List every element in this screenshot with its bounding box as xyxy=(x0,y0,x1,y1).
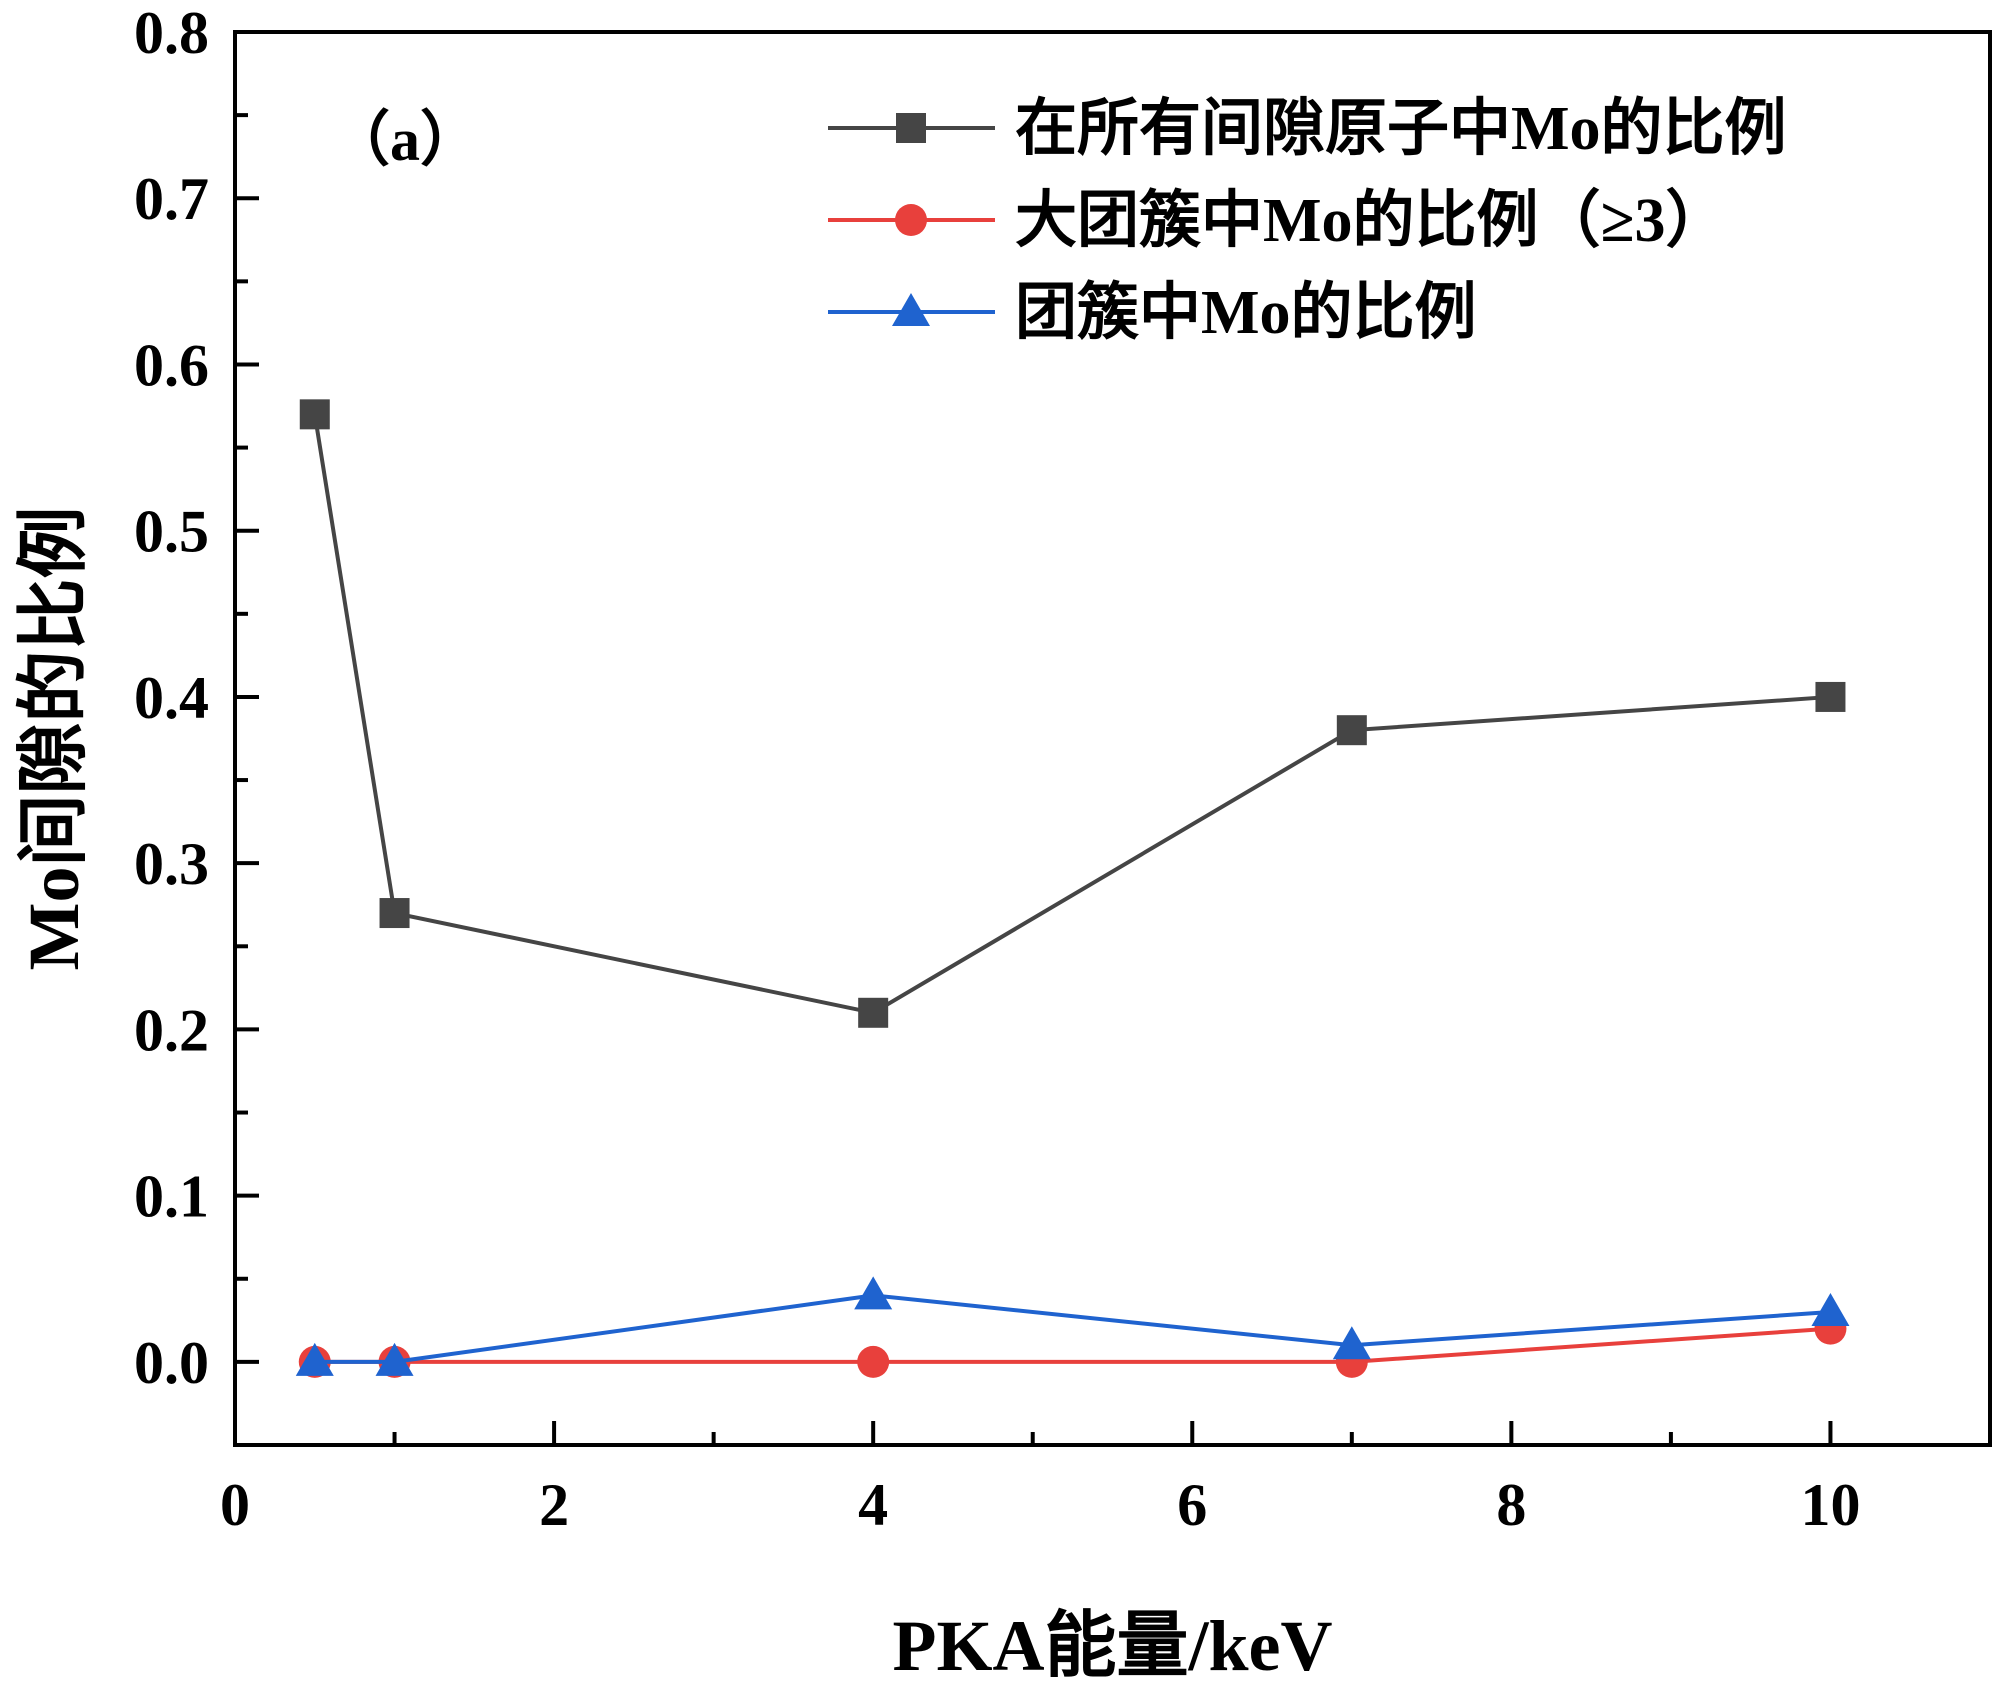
data-point xyxy=(857,1345,890,1378)
series-line xyxy=(312,414,1831,1015)
legend-marker xyxy=(892,293,930,326)
data-point xyxy=(1336,715,1367,746)
y-tick-label: 0.8 xyxy=(134,0,209,66)
x-tick-label: 2 xyxy=(539,1472,569,1538)
y-tick-label: 0.1 xyxy=(134,1164,209,1230)
data-point xyxy=(854,1276,893,1310)
x-tick-label: 0 xyxy=(220,1472,250,1538)
plot-frame xyxy=(233,30,1992,1447)
x-axis-title: PKA能量/keV xyxy=(893,1606,1333,1681)
series-triangle xyxy=(295,1276,1850,1376)
legend-marker xyxy=(895,204,927,236)
data-point xyxy=(375,1342,414,1376)
series-circle xyxy=(298,1312,1847,1378)
x-tick-label: 10 xyxy=(1800,1472,1860,1538)
y-tick-label: 0.0 xyxy=(134,1330,209,1396)
y-tick-label: 0.7 xyxy=(134,166,209,232)
legend-label: 团簇中Mo的比例 xyxy=(1015,278,1477,347)
data-point xyxy=(299,399,330,430)
y-axis-title: Mo间隙的比例 xyxy=(14,507,94,971)
axis-ticks: 0 2 4 6 8 10 0.0 0.1 0.2 0.3 0.4 0.5 0.6 0.7 0.8 xyxy=(134,0,1860,1538)
data-point xyxy=(1811,1293,1850,1327)
data-point xyxy=(1815,681,1846,712)
data-point xyxy=(1332,1326,1371,1360)
series-square xyxy=(299,399,1846,1028)
y-tick-label: 0.2 xyxy=(134,997,209,1063)
series-line xyxy=(314,1293,1831,1364)
x-tick-label: 8 xyxy=(1496,1472,1526,1538)
y-tick-label: 0.3 xyxy=(134,831,209,897)
legend-item: 在所有间隙原子中Mo的比例 xyxy=(828,94,1787,163)
y-tick-label: 0.4 xyxy=(134,665,209,731)
panel-label: （a） xyxy=(330,106,480,173)
x-tick-label: 6 xyxy=(1177,1472,1207,1538)
data-point xyxy=(379,898,410,929)
x-tick-label: 4 xyxy=(858,1472,888,1538)
legend-item: 大团簇中Mo的比例（≥3） xyxy=(828,185,1728,255)
series-layer xyxy=(295,399,1850,1378)
y-tick-label: 0.5 xyxy=(134,499,209,565)
legend-label: 大团簇中Mo的比例（≥3） xyxy=(1015,185,1728,255)
legend-item: 团簇中Mo的比例 xyxy=(828,278,1477,347)
series-line xyxy=(314,1326,1831,1364)
legend-label: 在所有间隙原子中Mo的比例 xyxy=(1015,94,1787,163)
legend-marker xyxy=(896,113,926,143)
y-tick-label: 0.6 xyxy=(134,332,209,398)
data-point xyxy=(295,1342,334,1376)
data-point xyxy=(858,997,889,1028)
